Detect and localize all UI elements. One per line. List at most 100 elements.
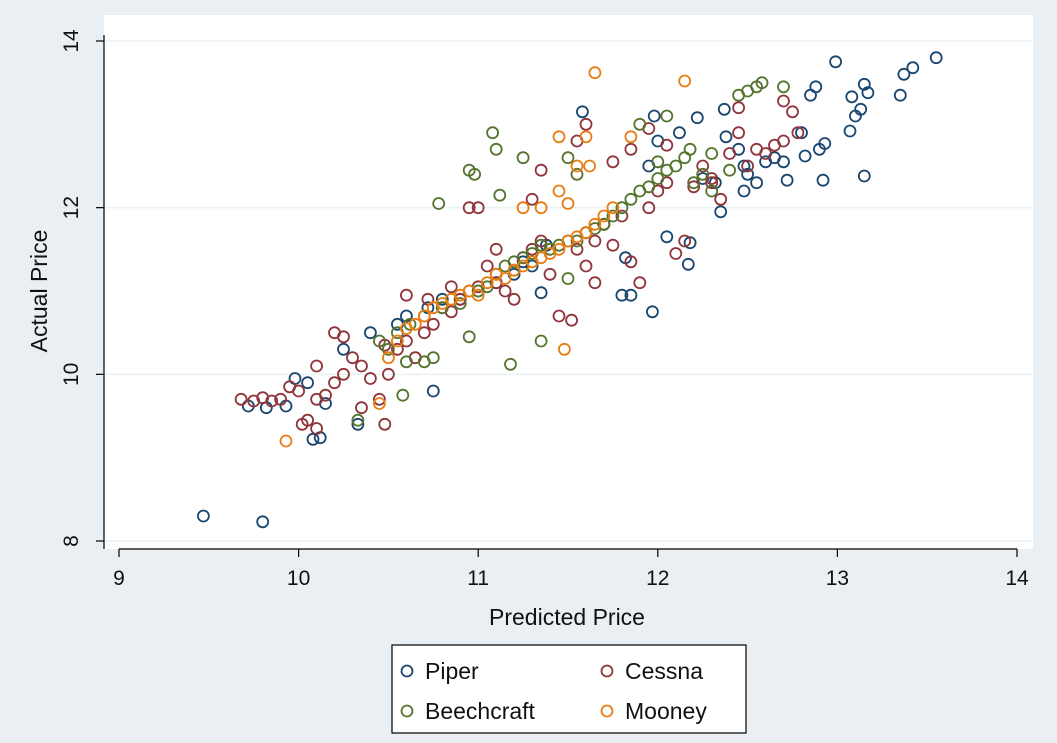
data-point <box>337 330 350 344</box>
data-point <box>310 422 324 435</box>
legend-box <box>391 644 747 734</box>
data-point <box>829 55 842 69</box>
data-point <box>570 242 584 256</box>
data-point <box>516 151 530 165</box>
data-point <box>615 201 629 215</box>
data-point <box>570 234 584 248</box>
y-tick-label: 10 <box>60 363 83 386</box>
data-point <box>843 124 857 138</box>
axis-ticks: 9 10 11 12 13 14 8 10 12 14 <box>60 29 1029 590</box>
data-point <box>732 126 745 140</box>
data-point <box>579 259 593 273</box>
data-point <box>337 342 350 356</box>
legend-label: Beechcraft <box>425 698 536 724</box>
data-point <box>690 111 704 125</box>
data-point <box>660 109 674 123</box>
data-point <box>453 292 467 306</box>
data-point <box>561 197 575 210</box>
data-point <box>534 234 548 248</box>
data-point <box>651 155 665 169</box>
data-point <box>301 376 315 390</box>
data-point <box>588 276 602 290</box>
data-point <box>292 384 306 398</box>
y-tick-label: 8 <box>60 535 83 547</box>
data-point <box>355 401 368 415</box>
x-tick-label: 12 <box>646 567 669 590</box>
data-point <box>791 126 805 140</box>
data-point <box>579 226 593 240</box>
data-point <box>468 167 482 181</box>
data-point <box>642 201 656 215</box>
data-point <box>351 417 365 431</box>
data-point <box>301 413 315 427</box>
data-point <box>683 236 697 250</box>
data-point <box>798 149 812 163</box>
data-point <box>606 155 620 169</box>
data-point <box>624 288 638 302</box>
legend-label: Cessna <box>625 658 703 684</box>
data-point <box>777 155 790 169</box>
data-point <box>705 147 719 160</box>
data-point <box>579 130 593 144</box>
y-tick-label: 12 <box>60 196 83 219</box>
data-point <box>660 138 674 152</box>
data-point <box>534 201 548 215</box>
data-point <box>818 137 832 150</box>
data-point <box>279 434 293 448</box>
data-point <box>337 367 350 381</box>
data-point <box>471 288 485 302</box>
data-point <box>381 342 395 356</box>
data-point <box>372 392 386 406</box>
legend-marker <box>600 704 614 718</box>
x-tick-label: 13 <box>826 567 849 590</box>
data-point <box>558 342 571 356</box>
data-point <box>723 147 736 160</box>
data-point <box>809 80 823 94</box>
data-point <box>786 105 799 119</box>
data-point <box>426 351 440 365</box>
data-point <box>435 301 449 315</box>
data-point <box>390 342 404 356</box>
data-point <box>399 309 413 323</box>
data-point <box>606 201 620 215</box>
data-point <box>615 209 629 223</box>
data-point <box>687 180 701 194</box>
data-point <box>480 280 494 294</box>
data-point <box>516 255 530 269</box>
data-point <box>351 413 365 427</box>
data-point <box>929 51 943 65</box>
data-point <box>274 392 288 406</box>
data-point <box>417 326 431 340</box>
data-point <box>543 267 557 281</box>
data-point <box>363 372 377 385</box>
data-point <box>346 351 359 365</box>
data-point <box>265 394 279 408</box>
data-point <box>678 74 692 88</box>
data-point <box>399 288 413 302</box>
data-point <box>525 192 539 206</box>
data-point <box>857 169 871 183</box>
data-point <box>681 257 695 271</box>
y-axis-title: Actual Price <box>26 230 52 353</box>
data-point <box>552 242 566 256</box>
legend-marker <box>400 664 414 678</box>
data-point <box>897 67 911 81</box>
data-point <box>552 309 566 323</box>
data-point <box>417 309 431 323</box>
data-point <box>534 163 548 177</box>
data-point <box>486 126 500 140</box>
data-point <box>777 80 790 94</box>
x-tick-label: 14 <box>1005 567 1029 590</box>
grid-lines <box>104 40 1033 542</box>
legend-marker <box>600 664 614 678</box>
data-point <box>755 76 769 90</box>
data-point <box>633 276 647 290</box>
data-point <box>399 355 413 369</box>
data-point <box>355 359 368 373</box>
data-point <box>396 388 410 402</box>
x-tick-label: 10 <box>287 567 310 590</box>
data-point <box>421 301 435 315</box>
data-point <box>696 167 710 181</box>
data-point <box>552 184 566 198</box>
